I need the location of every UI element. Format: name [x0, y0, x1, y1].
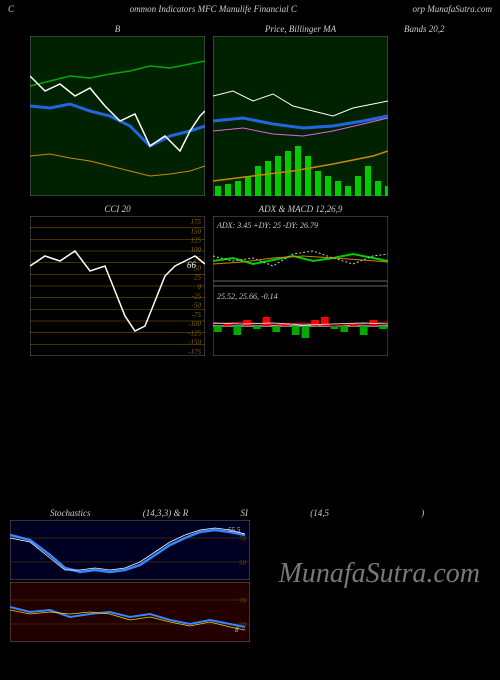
svg-text:8: 8	[235, 626, 239, 634]
svg-text:-50: -50	[192, 302, 202, 310]
bands-label-area: Bands 20,2	[404, 22, 445, 36]
svg-text:ADX: 3.45 +DY: 25 -DY: 26.79: ADX: 3.45 +DY: 25 -DY: 26.79	[216, 221, 318, 230]
svg-text:-75: -75	[192, 311, 202, 319]
svg-text:-100: -100	[188, 320, 201, 328]
chart3-title: CCI 20	[30, 202, 205, 216]
stoch-params: (14,3,3) & R	[143, 508, 189, 518]
svg-text:70: 70	[239, 535, 247, 543]
chart2-title: Price, Billinger MA	[213, 22, 388, 36]
stochastics-title-row: Stochastics (14,3,3) & R SI (14,5 )	[30, 506, 480, 520]
page-header: C ommon Indicators MFC Manulife Financia…	[0, 0, 500, 18]
rsi-params: (14,5	[310, 508, 329, 518]
svg-text:-175: -175	[188, 348, 201, 356]
rsi-params-end: )	[421, 508, 424, 518]
header-left: C	[8, 4, 14, 14]
chart4-title: ADX & MACD 12,26,9	[213, 202, 388, 216]
stochastics-chart: 70 30 55.5	[10, 520, 250, 580]
header-center: ommon Indicators MFC Manulife Financial …	[130, 4, 297, 14]
svg-text:-25: -25	[192, 292, 202, 300]
bands-label: Bands 20,2	[404, 22, 445, 36]
svg-text:100: 100	[191, 246, 202, 254]
svg-text:30: 30	[238, 559, 247, 567]
svg-text:125: 125	[191, 237, 202, 245]
svg-text:-125: -125	[188, 329, 201, 337]
rsi-chart: 70308	[10, 582, 250, 642]
cci-chart: CCI 20 1751501251007550250-25-50-75-100-…	[30, 202, 205, 356]
header-right: orp MunafaSutra.com	[413, 4, 493, 14]
stoch-label: Stochastics	[50, 508, 91, 518]
price-ma-chart: Price, Billinger MA	[213, 22, 388, 196]
svg-text:25.52, 25.66, -0.14: 25.52, 25.66, -0.14	[217, 292, 278, 301]
svg-text:70: 70	[239, 597, 247, 605]
svg-text:175: 175	[191, 218, 202, 226]
svg-text:66: 66	[187, 260, 197, 270]
chart1-title: B	[30, 22, 205, 36]
svg-text:0: 0	[198, 283, 202, 291]
svg-text:150: 150	[191, 227, 202, 235]
svg-text:55.5: 55.5	[228, 526, 241, 534]
svg-text:25: 25	[194, 274, 202, 282]
adx-macd-chart: ADX & MACD 12,26,9 ADX: 3.45 +DY: 25 -DY…	[213, 202, 388, 356]
svg-text:-150: -150	[188, 339, 201, 347]
bollinger-chart-1: B	[30, 22, 205, 196]
rsi-label: SI	[241, 508, 249, 518]
